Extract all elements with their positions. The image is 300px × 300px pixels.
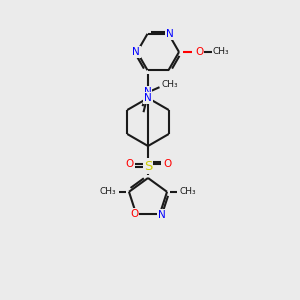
Text: O: O	[195, 47, 203, 57]
Text: N: N	[144, 93, 152, 103]
Text: CH₃: CH₃	[180, 187, 196, 196]
Text: N: N	[132, 47, 140, 57]
Text: N: N	[144, 87, 152, 97]
Text: CH₃: CH₃	[213, 47, 229, 56]
Text: CH₃: CH₃	[100, 187, 116, 196]
Text: N: N	[166, 29, 173, 39]
Text: O: O	[130, 209, 138, 219]
Text: S: S	[144, 160, 152, 172]
Text: O: O	[125, 159, 133, 169]
Text: N: N	[158, 210, 166, 220]
Text: CH₃: CH₃	[161, 80, 178, 89]
Text: O: O	[163, 159, 171, 169]
